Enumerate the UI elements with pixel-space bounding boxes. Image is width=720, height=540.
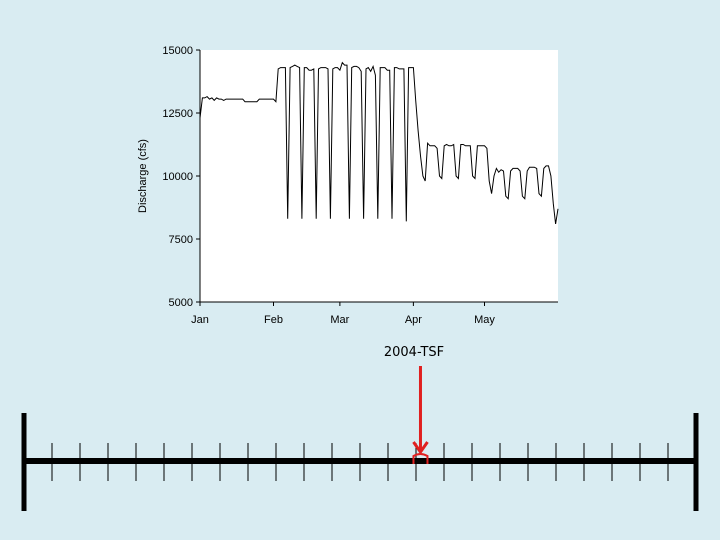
x-tick-label: Mar bbox=[330, 314, 349, 326]
x-tick-label: Jan bbox=[191, 314, 209, 326]
marker-arrow-head bbox=[412, 441, 429, 455]
x-ticks: Jan Feb Mar Apr May bbox=[191, 302, 495, 326]
x-tick-label: Apr bbox=[405, 314, 422, 326]
y-tick-label: 10000 bbox=[162, 171, 193, 183]
timeline: 2004-TSF bbox=[21, 345, 699, 511]
y-tick-label: 15000 bbox=[162, 45, 193, 57]
x-tick-label: Feb bbox=[264, 314, 283, 326]
plot-area bbox=[200, 50, 558, 302]
x-tick-label: May bbox=[474, 314, 495, 326]
timeline-marker[interactable] bbox=[412, 366, 429, 464]
y-axis-title: Discharge (cfs) bbox=[137, 139, 149, 213]
y-tick-label: 7500 bbox=[169, 234, 193, 246]
series-line bbox=[199, 61, 559, 224]
y-tick-label: 5000 bbox=[169, 297, 193, 309]
marker-bracket bbox=[412, 453, 429, 464]
y-tick-label: 12500 bbox=[162, 108, 193, 120]
timeline-ticks bbox=[51, 443, 669, 481]
y-ticks: 5000 7500 10000 12500 15000 bbox=[162, 45, 200, 309]
marker-label: 2004-TSF bbox=[384, 345, 444, 360]
